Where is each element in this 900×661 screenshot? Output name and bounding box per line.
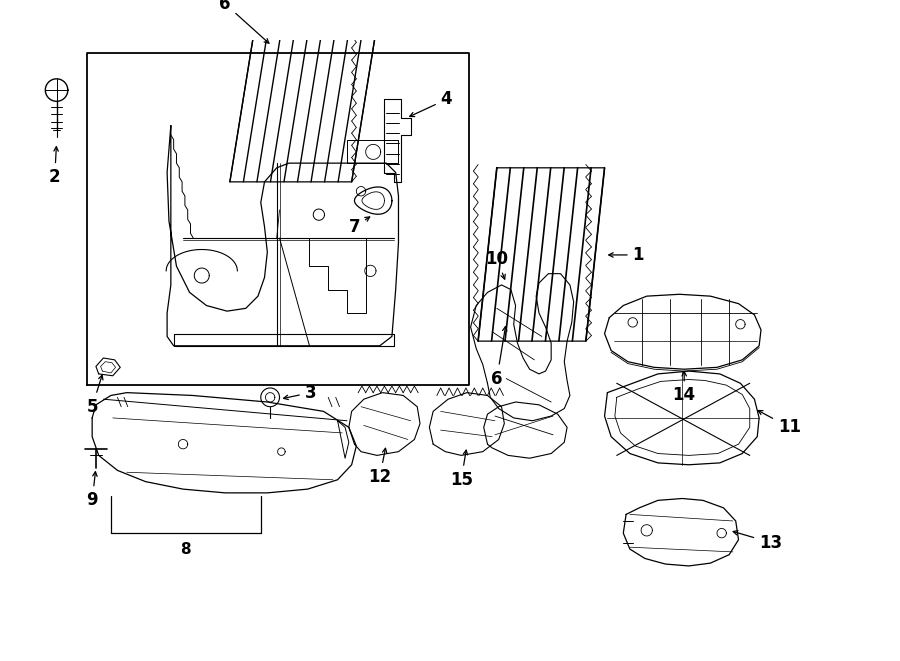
Text: 4: 4 — [410, 91, 453, 116]
Text: 1: 1 — [608, 246, 644, 264]
Text: 5: 5 — [86, 375, 103, 416]
Text: 11: 11 — [758, 410, 801, 436]
Text: 6: 6 — [491, 327, 507, 387]
Text: 9: 9 — [86, 472, 98, 510]
Text: 10: 10 — [485, 250, 508, 279]
Text: 3: 3 — [284, 383, 317, 402]
Text: 2: 2 — [49, 147, 60, 186]
Text: 6: 6 — [220, 0, 269, 43]
Text: 7: 7 — [348, 217, 370, 236]
Text: 14: 14 — [672, 371, 696, 405]
Text: 13: 13 — [734, 531, 782, 551]
Text: 15: 15 — [450, 450, 472, 488]
Text: 12: 12 — [368, 448, 392, 486]
Text: 8: 8 — [181, 541, 191, 557]
